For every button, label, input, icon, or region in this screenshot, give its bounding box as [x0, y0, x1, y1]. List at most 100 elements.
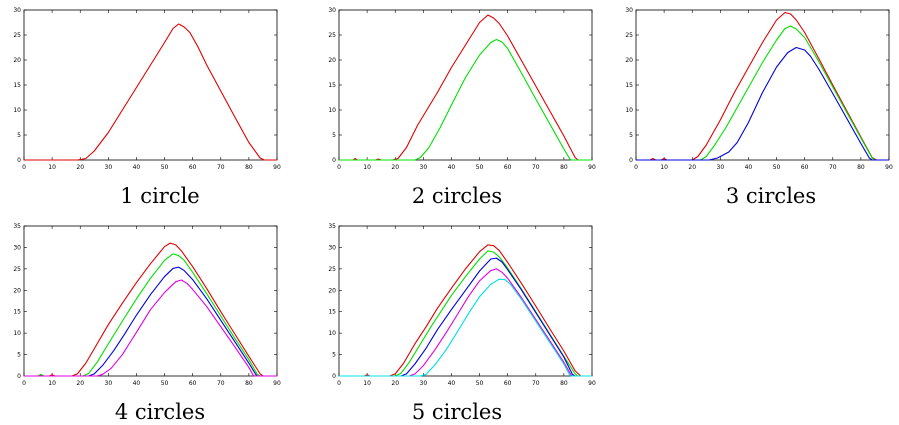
y-tick-label: 20: [13, 57, 21, 64]
y-tick-label: 10: [328, 330, 336, 337]
x-tick-label: 70: [532, 164, 540, 171]
chart-caption: 3 circles: [725, 184, 817, 208]
y-tick-label: 20: [328, 287, 336, 294]
y-tick-label: 20: [328, 57, 336, 64]
chart-panel-3: 0 10 20 30 40 50 60 70 80 90 0 5 10 15 20 25 30: [616, 4, 899, 180]
series-line-5: [339, 278, 592, 377]
x-tick-label: 20: [391, 380, 399, 387]
plot-frame: [23, 9, 278, 161]
x-tick-label: 30: [717, 164, 725, 171]
series-line-4: [339, 268, 592, 377]
y-tick-label: 15: [13, 82, 21, 89]
plot-frame: [338, 225, 593, 377]
x-tick-label: 80: [245, 380, 253, 387]
x-tick-label: 10: [363, 380, 371, 387]
series-line-1: [339, 244, 592, 377]
chart-panel-5: 0 10 20 30 40 50 60 70 80 90 0 5 10 15 20 25 30 35: [319, 220, 606, 396]
x-tick-label: 50: [161, 380, 169, 387]
x-tick-label: 0: [337, 380, 341, 387]
x-tick-label: 70: [217, 164, 225, 171]
y-tick-label: 30: [625, 7, 633, 14]
y-tick-label: 30: [328, 244, 336, 251]
x-tick-label: 20: [688, 164, 696, 171]
x-tick-label: 20: [391, 164, 399, 171]
y-tick-label: 0: [17, 157, 21, 164]
x-tick-label: 30: [420, 380, 428, 387]
x-tick-label: 0: [634, 164, 638, 171]
x-tick-label: 10: [660, 164, 668, 171]
chart-caption: 1 circle: [120, 184, 200, 208]
y-tick-label: 5: [332, 132, 336, 139]
x-tick-label: 80: [857, 164, 865, 171]
x-tick-label: 40: [133, 380, 141, 387]
y-tick-label: 5: [17, 132, 21, 139]
x-tick-label: 60: [504, 164, 512, 171]
x-tick-label: 40: [448, 164, 456, 171]
chart-svg-2: 0 10 20 30 40 50 60 70 80 90 0 5 10 15 20 25 30: [328, 7, 596, 171]
y-tick-label: 25: [13, 266, 21, 273]
x-tick-label: 90: [588, 380, 596, 387]
x-tick-label: 10: [48, 164, 56, 171]
series-line-3: [339, 257, 592, 377]
y-tick-label: 30: [13, 7, 21, 14]
y-tick-label: 0: [629, 157, 633, 164]
x-tick-label: 30: [105, 380, 113, 387]
x-tick-label: 0: [22, 164, 26, 171]
y-tick-label: 35: [13, 223, 21, 230]
x-tick-label: 80: [560, 380, 568, 387]
x-tick-label: 70: [532, 380, 540, 387]
x-tick-label: 40: [745, 164, 753, 171]
x-tick-label: 70: [217, 380, 225, 387]
y-tick-label: 10: [625, 107, 633, 114]
y-tick-label: 10: [13, 330, 21, 337]
y-tick-label: 15: [328, 309, 336, 316]
x-tick-label: 10: [48, 380, 56, 387]
series-line-4: [24, 279, 277, 377]
series-line-1: [24, 23, 277, 161]
series-line-2: [636, 25, 889, 161]
x-tick-label: 20: [76, 380, 84, 387]
chart-svg-3: 0 10 20 30 40 50 60 70 80 90 0 5 10 15 20 25 30: [625, 7, 893, 171]
y-tick-label: 0: [17, 373, 21, 380]
x-tick-label: 60: [189, 164, 197, 171]
y-tick-label: 20: [13, 287, 21, 294]
y-tick-label: 20: [625, 57, 633, 64]
plot-frame: [338, 9, 593, 161]
x-tick-label: 20: [76, 164, 84, 171]
y-tick-label: 15: [625, 82, 633, 89]
x-tick-label: 90: [885, 164, 893, 171]
series-line-3: [24, 266, 277, 377]
x-tick-label: 90: [273, 164, 281, 171]
chart-panel-4: 0 10 20 30 40 50 60 70 80 90 0 5 10 15 20 25 30 35: [4, 220, 291, 396]
y-tick-label: 25: [625, 32, 633, 39]
y-tick-label: 5: [17, 352, 21, 359]
x-tick-label: 50: [476, 380, 484, 387]
chart-svg-4: 0 10 20 30 40 50 60 70 80 90 0 5 10 15 20 25 30 35: [13, 223, 281, 387]
y-tick-label: 25: [328, 32, 336, 39]
x-tick-label: 60: [504, 380, 512, 387]
series-line-2: [339, 38, 592, 161]
y-tick-label: 15: [328, 82, 336, 89]
x-tick-label: 60: [189, 380, 197, 387]
x-tick-label: 80: [560, 164, 568, 171]
series-line-1: [636, 11, 889, 161]
y-tick-label: 10: [13, 107, 21, 114]
series-line-3: [636, 46, 889, 161]
x-tick-label: 40: [448, 380, 456, 387]
chart-svg-1: 0 10 20 30 40 50 60 70 80 90 0 5 10 15 20 25 30: [13, 7, 281, 171]
x-tick-label: 90: [588, 164, 596, 171]
series-line-1: [339, 14, 592, 161]
x-tick-label: 60: [801, 164, 809, 171]
x-tick-label: 50: [476, 164, 484, 171]
y-tick-label: 30: [328, 7, 336, 14]
x-tick-label: 50: [161, 164, 169, 171]
y-tick-label: 0: [332, 373, 336, 380]
y-tick-label: 5: [332, 352, 336, 359]
x-tick-label: 90: [273, 380, 281, 387]
chart-caption: 4 circles: [114, 400, 206, 424]
series-line-2: [24, 253, 277, 377]
y-tick-label: 35: [328, 223, 336, 230]
y-tick-label: 15: [13, 309, 21, 316]
chart-panel-2: 0 10 20 30 40 50 60 70 80 90 0 5 10 15 20 25 30: [319, 4, 606, 180]
x-tick-label: 0: [22, 380, 26, 387]
